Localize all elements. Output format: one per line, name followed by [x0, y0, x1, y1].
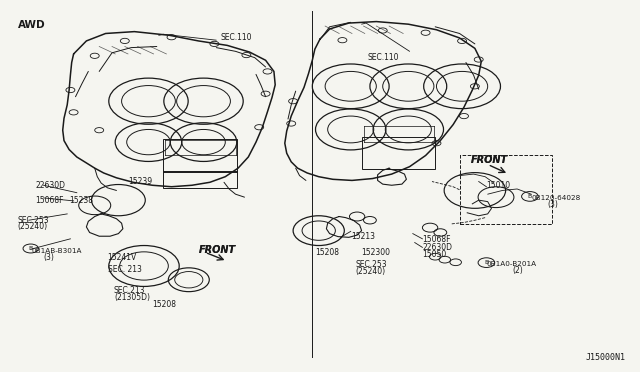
Text: 152300: 152300 [361, 248, 390, 257]
Text: (3): (3) [44, 253, 54, 262]
Text: 15238: 15238 [69, 196, 93, 205]
Text: FRONT: FRONT [470, 155, 508, 165]
Text: 22630D: 22630D [422, 243, 452, 252]
Text: B: B [29, 246, 33, 251]
Text: 15239: 15239 [128, 177, 152, 186]
Text: SEC.253: SEC.253 [17, 216, 49, 225]
Text: 0B1A0-B201A: 0B1A0-B201A [486, 261, 536, 267]
Text: SEC.213: SEC.213 [114, 286, 145, 295]
Text: FRONT: FRONT [198, 245, 236, 255]
Text: 15241V: 15241V [108, 253, 137, 262]
Text: 15068F: 15068F [422, 235, 451, 244]
Text: 15208: 15208 [152, 300, 177, 309]
Text: 0B1AB-B301A: 0B1AB-B301A [32, 248, 83, 254]
Text: (25240): (25240) [17, 222, 47, 231]
Text: (3): (3) [547, 200, 558, 209]
Text: SEC.110: SEC.110 [368, 53, 399, 62]
Text: AWD: AWD [18, 20, 45, 31]
Text: 15208: 15208 [315, 248, 339, 257]
Text: 15010: 15010 [486, 181, 511, 190]
Bar [362, 137, 435, 169]
Text: 0B120-64028: 0B120-64028 [531, 195, 580, 201]
Text: 15068F: 15068F [35, 196, 64, 205]
Text: SEC. 213: SEC. 213 [108, 265, 141, 274]
Text: FRONT: FRONT [198, 245, 236, 255]
Bar [163, 171, 237, 188]
Text: 22630D: 22630D [35, 182, 65, 190]
Text: SEC.253: SEC.253 [355, 260, 387, 269]
Text: SEC.110: SEC.110 [221, 33, 252, 42]
Text: FRONT: FRONT [470, 155, 508, 165]
Bar [460, 155, 552, 224]
Text: (2): (2) [512, 266, 523, 275]
Bar [163, 139, 237, 172]
Text: B: B [484, 260, 488, 265]
Text: 15050: 15050 [422, 250, 447, 259]
Text: 15213: 15213 [351, 232, 375, 241]
Text: (21305D): (21305D) [114, 293, 150, 302]
Text: J15000N1: J15000N1 [586, 353, 626, 362]
Text: (25240): (25240) [355, 267, 385, 276]
Text: B: B [528, 194, 532, 199]
